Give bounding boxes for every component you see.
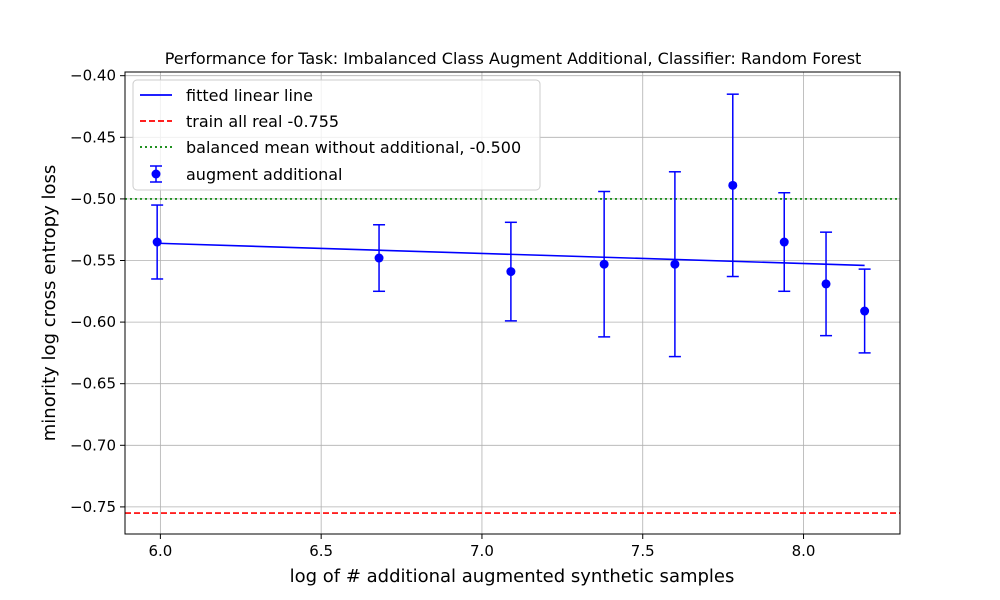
reference-lines [125,198,900,514]
data-point [670,259,680,269]
x-tick-label: 7.5 [631,542,655,560]
data-points [152,180,870,316]
x-tick-label: 7.0 [470,542,494,560]
y-axis-label: minority log cross entropy loss [39,165,60,441]
x-tick-label: 6.0 [148,542,172,560]
y-tick-label: −0.50 [70,190,116,208]
y-tick-label: −0.70 [70,436,116,454]
data-point [152,237,162,247]
data-point [728,180,738,190]
x-axis-ticks: 6.0 6.5 7.0 7.5 8.0 [148,534,815,560]
x-axis-label: log of # additional augmented synthetic … [290,566,735,587]
legend-label-augment-additional: augment additional [186,165,343,184]
legend: fitted linear line train all real -0.755… [132,79,541,191]
legend-label-balanced-mean: balanced mean without additional, -0.500 [186,138,521,157]
x-tick-label: 8.0 [792,542,816,560]
legend-label-train-all-real: train all real -0.755 [186,112,339,131]
data-point [821,279,831,289]
legend-box [132,79,541,191]
y-tick-label: −0.60 [70,313,116,331]
y-axis-ticks: −0.40 −0.45 −0.50 −0.55 −0.60 −0.65 −0.70 −0.75 [70,67,125,516]
y-tick-label: −0.55 [70,251,116,269]
data-point [860,306,870,316]
legend-label-fitted-line: fitted linear line [186,86,313,105]
data-point [779,237,789,247]
chart-title: Performance for Task: Imbalanced Class A… [165,49,862,68]
y-tick-label: −0.45 [70,128,116,146]
plot-frame [124,71,901,535]
data-point [599,259,609,269]
y-tick-label: −0.75 [70,498,116,516]
data-point [374,253,384,263]
y-tick-label: −0.40 [70,67,116,85]
y-tick-label: −0.65 [70,375,116,393]
legend-swatch-marker [151,169,161,179]
x-tick-label: 6.5 [309,542,333,560]
data-point [506,267,516,277]
